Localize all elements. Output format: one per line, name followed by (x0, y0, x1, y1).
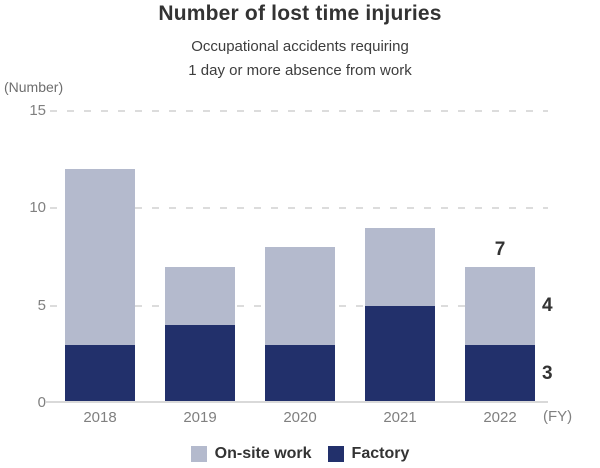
legend-item-on-site-work: On-site work (190, 445, 312, 463)
x-axis-line (46, 401, 548, 403)
y-tick-label-15: 15 (29, 101, 46, 119)
legend: On-site work Factory (0, 443, 600, 465)
y-tick-label-5: 5 (37, 296, 46, 314)
x-axis-unit-label: (FY) (543, 408, 573, 425)
gridline-15 (50, 109, 548, 112)
bar-segment-factory-2020 (265, 344, 335, 403)
x-tick-label-2020: 2020 (283, 409, 317, 426)
legend-item-factory: Factory (327, 445, 410, 463)
legend-swatch-on-site-work (190, 446, 207, 462)
value-label-4: 4 (542, 294, 553, 316)
x-tick-label-2021: 2021 (383, 409, 417, 426)
chart-title: Number of lost time injuries (158, 2, 442, 25)
chart-subtitle-line2: 1 day or more absence from work (188, 62, 412, 79)
y-tick-label-0: 0 (37, 394, 46, 411)
bar-segment-on-site-work-2019 (165, 266, 235, 325)
legend-swatch-factory (327, 446, 344, 462)
gridline-10 (50, 207, 548, 209)
x-tick-label-2022: 2022 (483, 409, 517, 426)
bar-segment-on-site-work-2021 (365, 227, 435, 306)
x-tick-label-2019: 2019 (183, 409, 217, 426)
bar-segment-on-site-work-2020 (265, 247, 335, 345)
bar-segment-factory-2022 (465, 344, 535, 403)
value-label-3: 3 (542, 362, 553, 384)
y-axis-unit-label: (Number) (4, 79, 64, 95)
bar-segment-on-site-work-2022 (465, 266, 535, 345)
y-tick-label-10: 10 (29, 199, 46, 216)
bar-segment-on-site-work-2018 (65, 169, 135, 345)
x-tick-label-2018: 2018 (83, 409, 117, 426)
legend-label: Factory (351, 445, 410, 462)
legend-label: On-site work (214, 445, 312, 462)
value-label-7: 7 (494, 238, 506, 260)
bar-segment-factory-2018 (65, 344, 135, 403)
chart-subtitle-line1: Occupational accidents requiring (191, 38, 409, 55)
bar-segment-factory-2019 (165, 325, 235, 403)
bar-segment-factory-2021 (365, 305, 435, 403)
